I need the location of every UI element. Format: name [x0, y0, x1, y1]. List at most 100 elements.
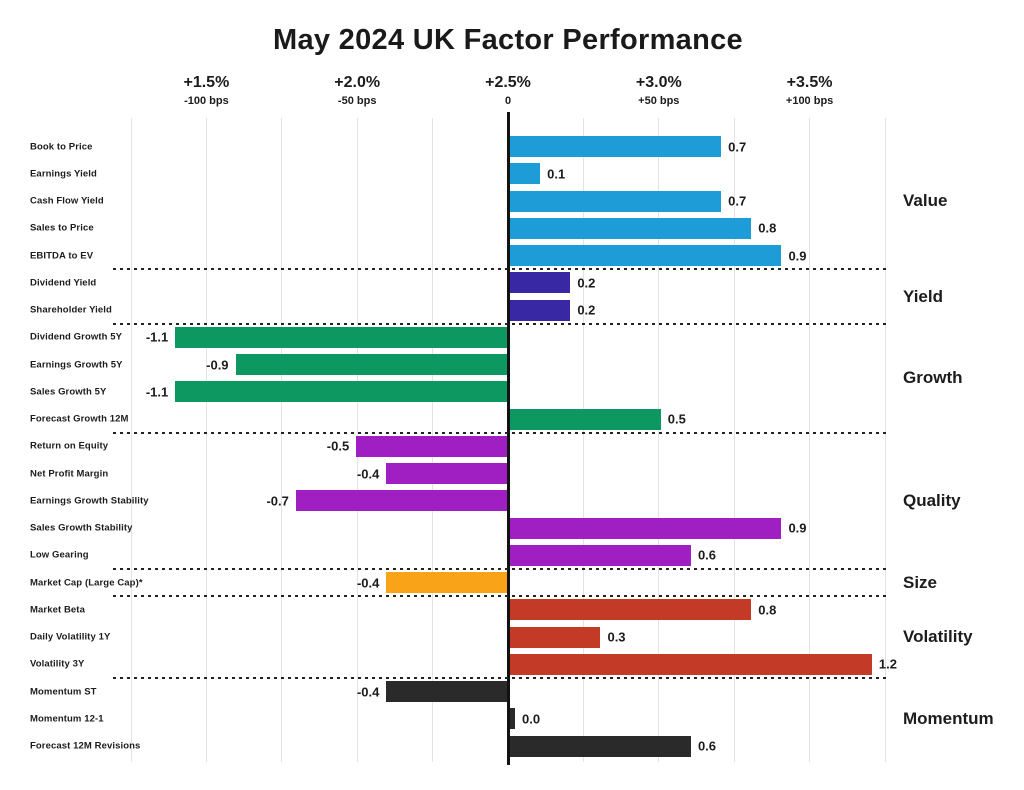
gridline: [281, 118, 283, 762]
factor-label-forecast-growth-12m: Forecast Growth 12M: [30, 413, 129, 425]
factor-row-sales-growth-5y: Sales Growth 5Y -1.1: [0, 378, 1024, 405]
factor-label-momentum-st: Momentum ST: [30, 686, 97, 698]
axis-tick-percent: +3.5%: [786, 74, 833, 91]
factor-bar-sales-growth-stability: [510, 517, 782, 539]
value-label-sales-to-price: 0.8: [758, 220, 777, 236]
factor-bar-market-cap-large-cap: [386, 572, 507, 594]
factor-row-earnings-yield: Earnings Yield 0.1: [0, 160, 1024, 187]
value-label-low-gearing: 0.6: [697, 547, 717, 563]
group-separator-after-growth: [113, 431, 889, 434]
factor-bar-earnings-growth-5y: [235, 354, 507, 376]
value-label-volatility-3y: 1.2: [878, 656, 897, 672]
axis-tick-percent: +1.5%: [183, 74, 230, 91]
group-label-growth: Growth: [903, 368, 963, 388]
factor-bar-book-to-price: [510, 136, 722, 158]
axis-tick-percent: +2.5%: [485, 74, 531, 91]
factor-row-momentum-st: Momentum ST -0.4: [0, 678, 1024, 705]
axis-tick-2-0: +2.0% -50 bps: [334, 74, 380, 107]
factor-row-daily-volatility-1y: Daily Volatility 1Y 0.3: [0, 624, 1024, 651]
value-label-forecast-12m-revisions: 0.6: [697, 738, 717, 754]
factor-bar-earnings-growth-stability: [295, 490, 507, 512]
factor-label-shareholder-yield: Shareholder Yield: [30, 304, 112, 316]
value-label-sales-growth-5y: -1.1: [145, 384, 169, 400]
factor-label-forecast-12m-revisions: Forecast 12M Revisions: [30, 740, 141, 752]
group-label-momentum: Momentum: [903, 708, 994, 728]
factor-row-forecast-growth-12m: Forecast Growth 12M 0.5: [0, 406, 1024, 433]
factor-row-sales-growth-stability: Sales Growth Stability 0.9: [0, 515, 1024, 542]
factor-row-market-beta: Market Beta 0.8: [0, 596, 1024, 623]
factor-row-net-profit-margin: Net Profit Margin -0.4: [0, 460, 1024, 487]
axis-tick-bps: -50 bps: [337, 95, 377, 107]
value-label-market-beta: 0.8: [758, 602, 777, 618]
chart-title: May 2024 UK Factor Performance: [273, 24, 743, 56]
factor-row-sales-to-price: Sales to Price 0.8: [0, 215, 1024, 242]
value-label-market-cap-large-cap: -0.4: [356, 575, 380, 591]
factor-bar-return-on-equity: [356, 435, 507, 457]
axis-tick-percent: +2.0%: [334, 74, 381, 91]
value-label-return-on-equity: -0.5: [326, 438, 350, 454]
factor-row-low-gearing: Low Gearing 0.6: [0, 542, 1024, 569]
group-separator-after-yield: [113, 322, 889, 325]
factor-label-return-on-equity: Return on Equity: [30, 440, 109, 452]
factor-bar-momentum-12-1: [510, 708, 515, 730]
value-label-net-profit-margin: -0.4: [356, 466, 380, 482]
factor-label-earnings-yield: Earnings Yield: [30, 168, 97, 180]
factor-label-sales-growth-5y: Sales Growth 5Y: [30, 386, 107, 398]
value-label-earnings-growth-5y: -0.9: [206, 357, 229, 373]
factor-bar-shareholder-yield: [510, 299, 571, 321]
axis-tick-1-5: +1.5% -100 bps: [183, 74, 229, 107]
factor-label-dividend-yield: Dividend Yield: [30, 277, 97, 289]
value-axis-header: +1.5% -100 bps +2.0% -50 bps +2.5% 0 +3.0% +50 …: [0, 74, 1024, 118]
factor-row-ebitda-to-ev: EBITDA to EV 0.9: [0, 242, 1024, 269]
factor-bar-net-profit-margin: [386, 463, 507, 485]
factor-row-market-cap-large-cap: Market Cap (Large Cap)* -0.4: [0, 569, 1024, 596]
group-label-yield: Yield: [903, 286, 943, 306]
factor-row-dividend-growth-5y: Dividend Growth 5Y -1.1: [0, 324, 1024, 351]
factor-bar-forecast-12m-revisions: [510, 735, 691, 757]
group-separator-after-volatility: [113, 677, 889, 679]
gridline: [658, 118, 660, 762]
factor-bar-market-beta: [510, 599, 752, 621]
gridline: [809, 118, 811, 762]
zero-axis-line: [506, 112, 510, 765]
factor-label-momentum-12-1: Momentum 12-1: [30, 713, 104, 725]
value-label-earnings-yield: 0.1: [547, 166, 566, 182]
factor-bar-low-gearing: [510, 544, 691, 566]
axis-tick-bps: +100 bps: [785, 95, 834, 107]
gridline: [733, 118, 735, 762]
factor-label-ebitda-to-ev: EBITDA to EV: [30, 250, 94, 262]
factor-row-volatility-3y: Volatility 3Y 1.2: [0, 651, 1024, 678]
factor-label-earnings-growth-stability: Earnings Growth Stability: [30, 495, 149, 507]
factor-label-net-profit-margin: Net Profit Margin: [30, 468, 109, 480]
factor-row-cash-flow-yield: Cash Flow Yield 0.7: [0, 188, 1024, 215]
group-label-quality: Quality: [903, 490, 961, 510]
value-label-dividend-yield: 0.2: [577, 275, 596, 291]
factor-bar-momentum-st: [386, 681, 507, 703]
factor-bar-sales-growth-5y: [175, 381, 507, 403]
factor-label-low-gearing: Low Gearing: [30, 549, 89, 561]
value-label-daily-volatility-1y: 0.3: [607, 629, 626, 645]
group-label-volatility: Volatility: [903, 627, 973, 647]
axis-tick-2-5: +2.5% 0: [485, 74, 531, 107]
factor-row-forecast-12m-revisions: Forecast 12M Revisions 0.6: [0, 733, 1024, 760]
factor-bar-ebitda-to-ev: [510, 245, 782, 267]
factor-row-book-to-price: Book to Price 0.7: [0, 133, 1024, 160]
group-label-value: Value: [903, 191, 948, 211]
factor-row-earnings-growth-5y: Earnings Growth 5Y -0.9: [0, 351, 1024, 378]
factor-bar-earnings-yield: [510, 163, 541, 185]
factor-label-book-to-price: Book to Price: [30, 141, 93, 153]
group-label-size: Size: [903, 572, 938, 592]
value-label-dividend-growth-5y: -1.1: [145, 329, 169, 345]
factor-label-sales-growth-stability: Sales Growth Stability: [30, 522, 133, 534]
value-label-forecast-growth-12m: 0.5: [667, 411, 686, 427]
value-label-momentum-st: -0.4: [356, 684, 380, 700]
factor-label-market-cap-large-cap: Market Cap (Large Cap)*: [30, 577, 143, 589]
factor-row-return-on-equity: Return on Equity -0.5: [0, 433, 1024, 460]
factor-label-volatility-3y: Volatility 3Y: [30, 658, 85, 670]
factor-bar-dividend-growth-5y: [175, 326, 507, 348]
factor-bar-cash-flow-yield: [510, 190, 722, 212]
value-label-book-to-price: 0.7: [728, 139, 747, 155]
factor-label-daily-volatility-1y: Daily Volatility 1Y: [30, 631, 111, 643]
